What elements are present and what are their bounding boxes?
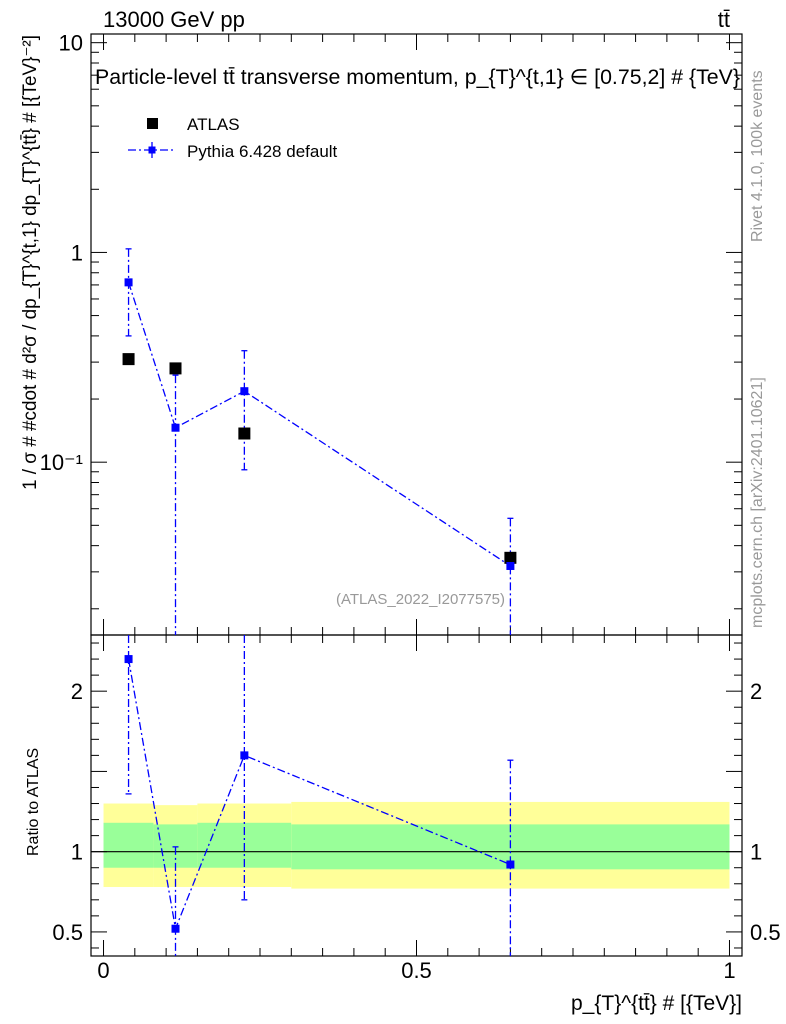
main-y-axis-label: 1 / σ # #cdot # d²σ / dp_{T}^{t,1} dp_{T… (20, 35, 41, 490)
pythia-point (240, 387, 249, 396)
ratio-ytick-label-left: 1 (71, 840, 83, 865)
atlas-point (169, 362, 182, 375)
ratio-ytick-label-right: 1 (750, 840, 762, 865)
ratio-series-layer (124, 635, 515, 956)
ratio-uncertainty-bands (91, 801, 742, 889)
mcplots-label: mcplots.cern.ch [arXiv:2401.10621] (749, 377, 766, 628)
pythia-point (124, 278, 133, 287)
atlas-point (238, 427, 251, 440)
energy-label: 13000 GeV pp (103, 7, 245, 32)
pythia-point (171, 423, 180, 432)
ratio-ytick-label-right: 2 (750, 679, 762, 704)
ratio-ytick-label-left: 2 (71, 679, 83, 704)
legend: ATLAS Pythia 6.428 default (128, 115, 338, 161)
ratio-point (124, 655, 133, 664)
ratio-point (171, 924, 180, 933)
band-inner-0 (103, 822, 154, 868)
ratio-ytick-label-right: 0.5 (750, 920, 781, 945)
main-ytick-label: 10 (59, 31, 83, 56)
ratio-ticks: 0.5 0.5 1 1 2 2 0 0.5 1 (52, 635, 781, 983)
ratio-ytick-label-left: 0.5 (52, 920, 83, 945)
legend-atlas-label: ATLAS (187, 115, 240, 134)
chart-title: Particle-level tt̄ transverse momentum, … (95, 66, 740, 89)
main-y-ticks: 10 1 10⁻¹ (40, 31, 742, 635)
ratio-point (240, 751, 249, 760)
process-label: tt̄ (718, 7, 730, 32)
rivet-version-label: Rivet 4.1.0, 100k events (749, 70, 766, 242)
ratio-line (127, 658, 511, 932)
xtick-label: 1 (723, 958, 735, 983)
main-series-layer (122, 248, 517, 635)
legend-pythia-marker (148, 146, 156, 154)
ratio-point (506, 860, 515, 869)
analysis-label: (ATLAS_2022_I2077575) (336, 591, 505, 608)
main-ytick-label: 10⁻¹ (40, 450, 83, 475)
legend-atlas-marker (147, 118, 158, 129)
xtick-label: 0 (97, 958, 109, 983)
x-axis-label: p_{T}^{tt̄} # [{TeV}] (571, 992, 742, 1015)
main-ytick-label: 1 (71, 240, 83, 265)
pythia-line (127, 282, 511, 567)
ratio-panel-frame (90, 634, 743, 957)
atlas-point (122, 353, 135, 366)
ratio-y-axis-label: Ratio to ATLAS (25, 748, 42, 856)
band-inner-1 (153, 824, 198, 868)
xtick-label: 0.5 (401, 958, 432, 983)
legend-pythia-label: Pythia 6.428 default (187, 142, 338, 161)
atlas-point (504, 551, 517, 564)
pythia-point (506, 561, 515, 570)
